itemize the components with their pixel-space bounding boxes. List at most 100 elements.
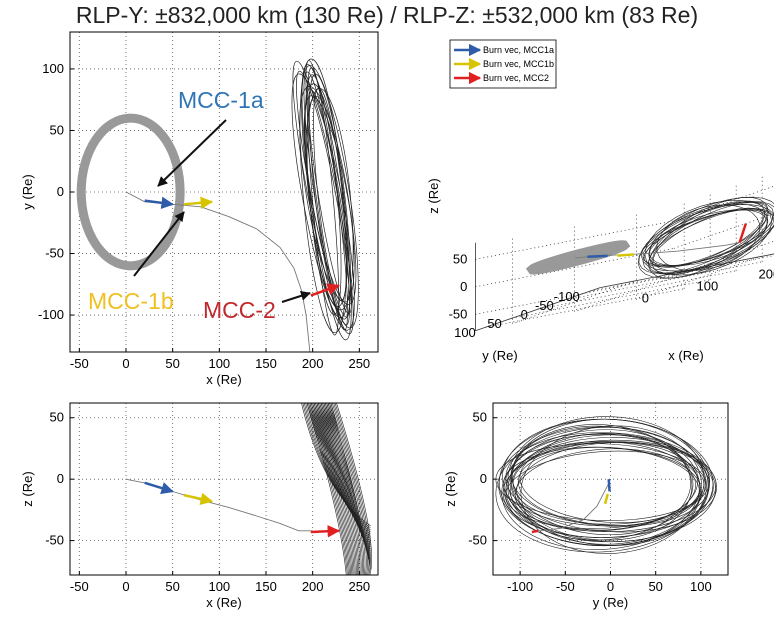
legend-entry-1: Burn vec, MCC1a <box>483 45 554 55</box>
xz-burn-vector-blue <box>144 481 174 495</box>
yz-halo-loop <box>505 437 716 543</box>
3d-grid-line <box>475 220 674 260</box>
yz-xtick-label: -100 <box>507 579 533 594</box>
xz-halo-trace <box>315 403 354 575</box>
xz-halo-trace <box>317 403 356 575</box>
yz-halo-loop <box>519 441 701 523</box>
3d-grid-line <box>537 270 737 310</box>
3d-grid-line <box>589 255 774 292</box>
3d-grid-line <box>485 288 685 328</box>
xz-ytick-label: -50 <box>45 533 64 548</box>
yz-burn-vector-blue <box>607 479 611 492</box>
xz-halo-trace <box>333 403 370 575</box>
moon-orbit-ring <box>76 113 185 271</box>
xz-ytick-label: 0 <box>57 471 64 486</box>
3d-ytick-label: -50 <box>535 298 554 313</box>
figure-title: RLP-Y: ±832,000 km (130 Re) / RLP-Z: ±53… <box>75 2 699 28</box>
arrow-mcc2 <box>281 290 311 303</box>
3d-ztick-label: 0 <box>460 279 467 294</box>
xz-xtick-label: 50 <box>165 579 179 594</box>
xz-halo-trace <box>316 403 355 575</box>
3d-ztick-label: -50 <box>449 306 468 321</box>
3d-moon-ring <box>525 240 631 275</box>
3d-halo-loop <box>638 200 774 275</box>
3d-xtick-label: 100 <box>697 278 719 293</box>
yz-halo-loop <box>501 429 700 550</box>
halo-orbit-loop <box>296 70 350 318</box>
xz-halo-trace <box>313 403 353 575</box>
burn-vector-yellow <box>183 196 214 210</box>
3d-ztick-label: 50 <box>453 251 467 266</box>
yz-halo-loop <box>514 448 696 532</box>
3d-ylabel: y (Re) <box>482 348 517 363</box>
xz-halo-trace <box>309 403 349 575</box>
xy-plot-content <box>76 58 359 352</box>
halo-orbit-loop <box>299 58 347 334</box>
3d-halo-loop <box>648 203 769 272</box>
yz-ylabel: z (Re) <box>443 471 458 506</box>
yz-halo-loop <box>507 434 706 539</box>
arrow-mcc1b <box>133 211 185 277</box>
xz-halo-trace <box>310 403 350 575</box>
xy-ylabel: y (Re) <box>20 174 35 209</box>
yz-burn-vector-red <box>531 529 539 534</box>
yz-halo-loop <box>516 442 698 531</box>
xy-axes-frame <box>69 31 379 353</box>
label-mcc1a: MCC-1a <box>178 87 264 113</box>
3d-xlabel: x (Re) <box>668 348 703 363</box>
3d-ytick-label: 100 <box>454 325 476 340</box>
xz-halo-trace <box>336 403 372 575</box>
xz-xtick-label: 150 <box>255 579 277 594</box>
3d-burn-vector-yellow <box>617 253 635 257</box>
yz-plot-content <box>495 416 717 554</box>
xz-halo-trace <box>330 403 367 575</box>
yz-xtick-label: 0 <box>607 579 614 594</box>
halo-orbit-loop <box>307 67 340 336</box>
3d-halo-loop <box>642 209 774 267</box>
3d-grid-line <box>511 279 711 319</box>
xz-burn-vector-yellow <box>183 492 214 505</box>
3d-burn-vector-red <box>738 223 747 243</box>
xz-xtick-label: 100 <box>208 579 230 594</box>
yz-transfer-trajectory <box>539 479 611 532</box>
yz-ytick-label: -50 <box>468 533 487 548</box>
yz-xtick-label: 50 <box>648 579 662 594</box>
xy-ytick-label: 100 <box>42 61 64 76</box>
yz-halo-loop <box>495 427 707 553</box>
xz-xtick-label: 200 <box>302 579 324 594</box>
xz-xtick-label: 250 <box>348 579 370 594</box>
halo-orbit-loop <box>292 60 354 335</box>
3d-halo-loop <box>641 204 774 272</box>
xy-xtick-label: -50 <box>70 356 89 371</box>
yz-halo-loop <box>512 425 694 536</box>
legend-entry-3: Burn vec, MCC2 <box>483 73 549 83</box>
3d-halo-loop <box>656 204 761 271</box>
3d-xtick-label: 0 <box>642 290 649 305</box>
xz-xlabel: x (Re) <box>206 595 241 610</box>
yz-xlabel: y (Re) <box>593 595 628 610</box>
yz-xtick-label: 100 <box>690 579 712 594</box>
xz-ylabel: z (Re) <box>20 471 35 506</box>
3d-ytick-label: -100 <box>554 289 580 304</box>
3d-halo-loop <box>649 209 768 266</box>
3d-grid-line <box>475 275 674 315</box>
xy-xtick-label: 0 <box>122 356 129 371</box>
xy-ytick-label: 50 <box>50 122 64 137</box>
xz-halo-trace <box>306 403 347 575</box>
yz-halo-loop <box>499 418 710 547</box>
3d-axis-edge <box>475 287 601 332</box>
halo-orbit-loop <box>306 95 348 307</box>
yz-xtick-label: -50 <box>556 579 575 594</box>
yz-halo-loop <box>505 450 705 529</box>
burn-vector-blue <box>144 196 174 210</box>
yz-ytick-label: 50 <box>473 410 487 425</box>
3d-xtick-label: 200 <box>759 266 774 281</box>
halo-orbit-loop <box>301 65 359 329</box>
yz-halo-loop <box>511 434 710 527</box>
3d-grid-line <box>475 248 674 288</box>
3d-halo-loop <box>648 202 769 274</box>
yz-ytick-label: 0 <box>480 471 487 486</box>
arrow-mcc1a <box>157 119 227 187</box>
xy-ytick-label: 0 <box>57 184 64 199</box>
